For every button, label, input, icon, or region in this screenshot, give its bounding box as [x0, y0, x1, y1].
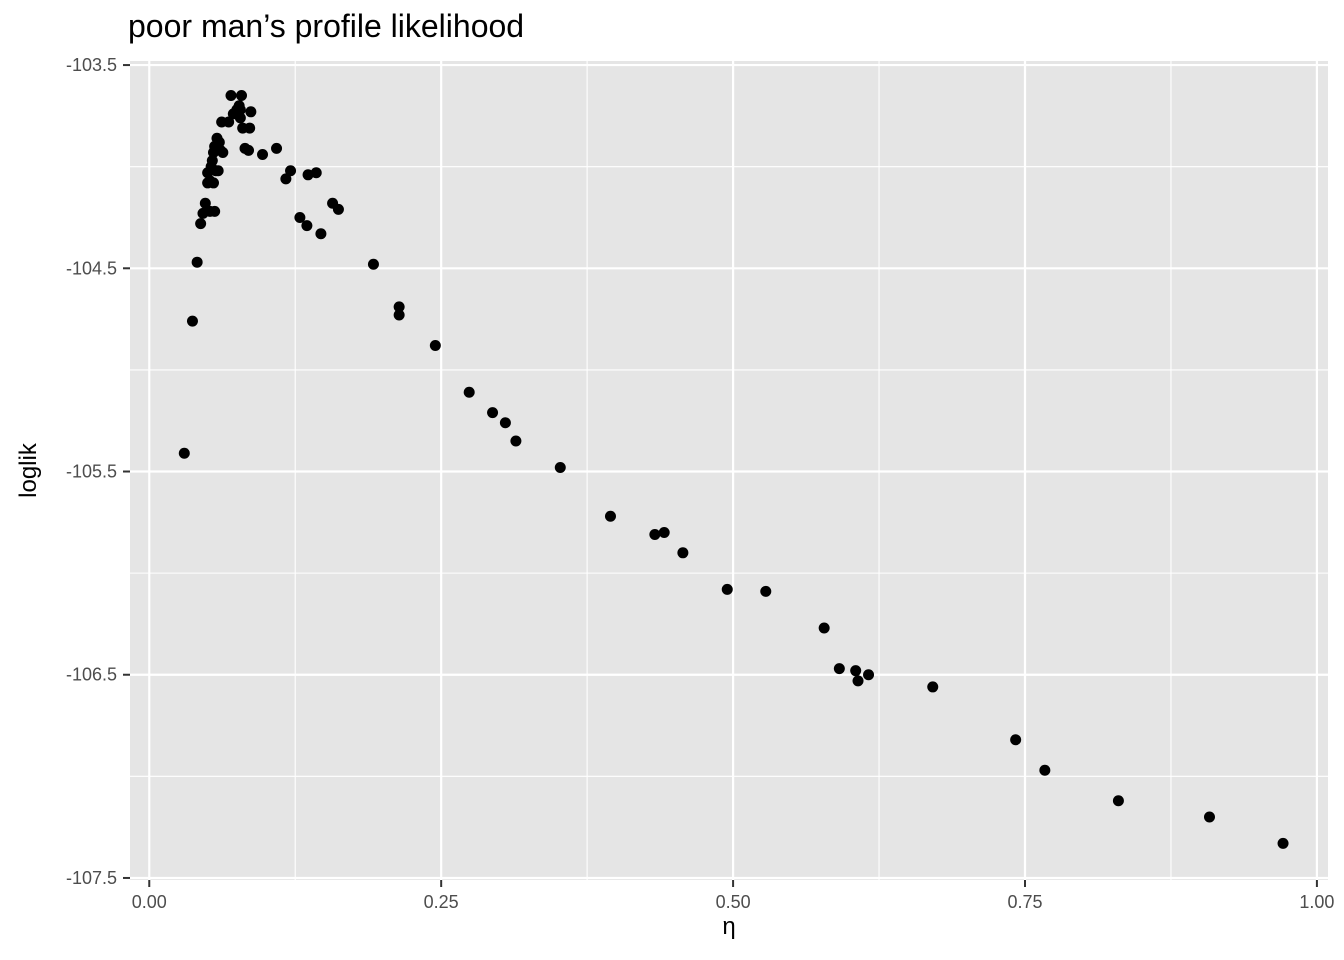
x-tick-label: 1.00	[1299, 892, 1334, 912]
data-point	[271, 142, 283, 154]
data-point	[315, 228, 327, 240]
data-point	[393, 301, 405, 313]
data-point	[1112, 795, 1124, 807]
data-point	[199, 197, 211, 209]
data-point	[225, 90, 237, 102]
x-tick-label: 0.00	[132, 892, 167, 912]
data-point	[1039, 764, 1051, 776]
data-point	[209, 205, 221, 217]
data-point	[212, 165, 224, 177]
chart-title: poor man’s profile likelihood	[128, 8, 525, 44]
data-point	[301, 220, 313, 232]
data-point	[649, 529, 661, 541]
data-point	[1277, 837, 1289, 849]
data-point	[1203, 811, 1215, 823]
data-points	[178, 90, 1289, 849]
data-point	[243, 144, 255, 156]
data-point	[285, 165, 297, 177]
data-point	[658, 526, 670, 538]
y-tick-label: -104.5	[66, 258, 117, 278]
data-point	[760, 585, 772, 597]
data-point	[191, 256, 203, 268]
data-point	[677, 547, 689, 559]
data-point	[257, 148, 269, 160]
data-point	[927, 681, 939, 693]
data-point	[510, 435, 522, 447]
data-point	[206, 155, 218, 167]
data-point	[863, 669, 875, 681]
data-point	[1010, 734, 1022, 746]
y-axis-title: loglik	[15, 442, 42, 498]
x-tick-label: 0.25	[424, 892, 459, 912]
data-point	[195, 218, 207, 230]
data-point	[236, 90, 248, 102]
data-point	[223, 116, 235, 128]
data-point	[217, 146, 229, 158]
data-point	[850, 665, 862, 677]
data-point	[393, 309, 405, 321]
data-point	[294, 211, 306, 223]
data-point	[833, 663, 845, 675]
data-point	[499, 417, 511, 429]
data-point	[852, 675, 864, 687]
data-point	[186, 315, 198, 327]
data-point	[244, 122, 256, 134]
data-point	[213, 136, 225, 148]
data-point	[245, 106, 257, 118]
y-tick-label: -103.5	[66, 55, 117, 75]
data-point	[178, 447, 190, 459]
x-tick-label: 0.50	[716, 892, 751, 912]
y-tick-label: -106.5	[66, 665, 117, 685]
x-axis-title: η	[722, 913, 735, 940]
data-point	[818, 622, 830, 634]
y-tick-label: -107.5	[66, 868, 117, 888]
data-point	[234, 112, 246, 124]
data-point	[310, 167, 322, 179]
data-point	[429, 340, 441, 352]
data-point	[332, 203, 344, 215]
data-point	[234, 104, 246, 116]
y-tick-label: -105.5	[66, 462, 117, 482]
x-tick-label: 0.75	[1007, 892, 1042, 912]
data-point	[487, 407, 499, 419]
x-axis: 0.00 0.25 0.50 0.75 1.00	[132, 880, 1334, 912]
data-point	[721, 583, 733, 595]
data-point	[367, 258, 379, 270]
data-point	[604, 510, 616, 522]
data-point	[554, 461, 566, 473]
data-point	[280, 173, 292, 185]
data-point	[463, 386, 475, 398]
grid-lines	[130, 61, 1328, 880]
y-axis: -103.5 -104.5 -105.5 -106.5 -107.5	[66, 55, 130, 888]
data-point	[207, 177, 219, 189]
